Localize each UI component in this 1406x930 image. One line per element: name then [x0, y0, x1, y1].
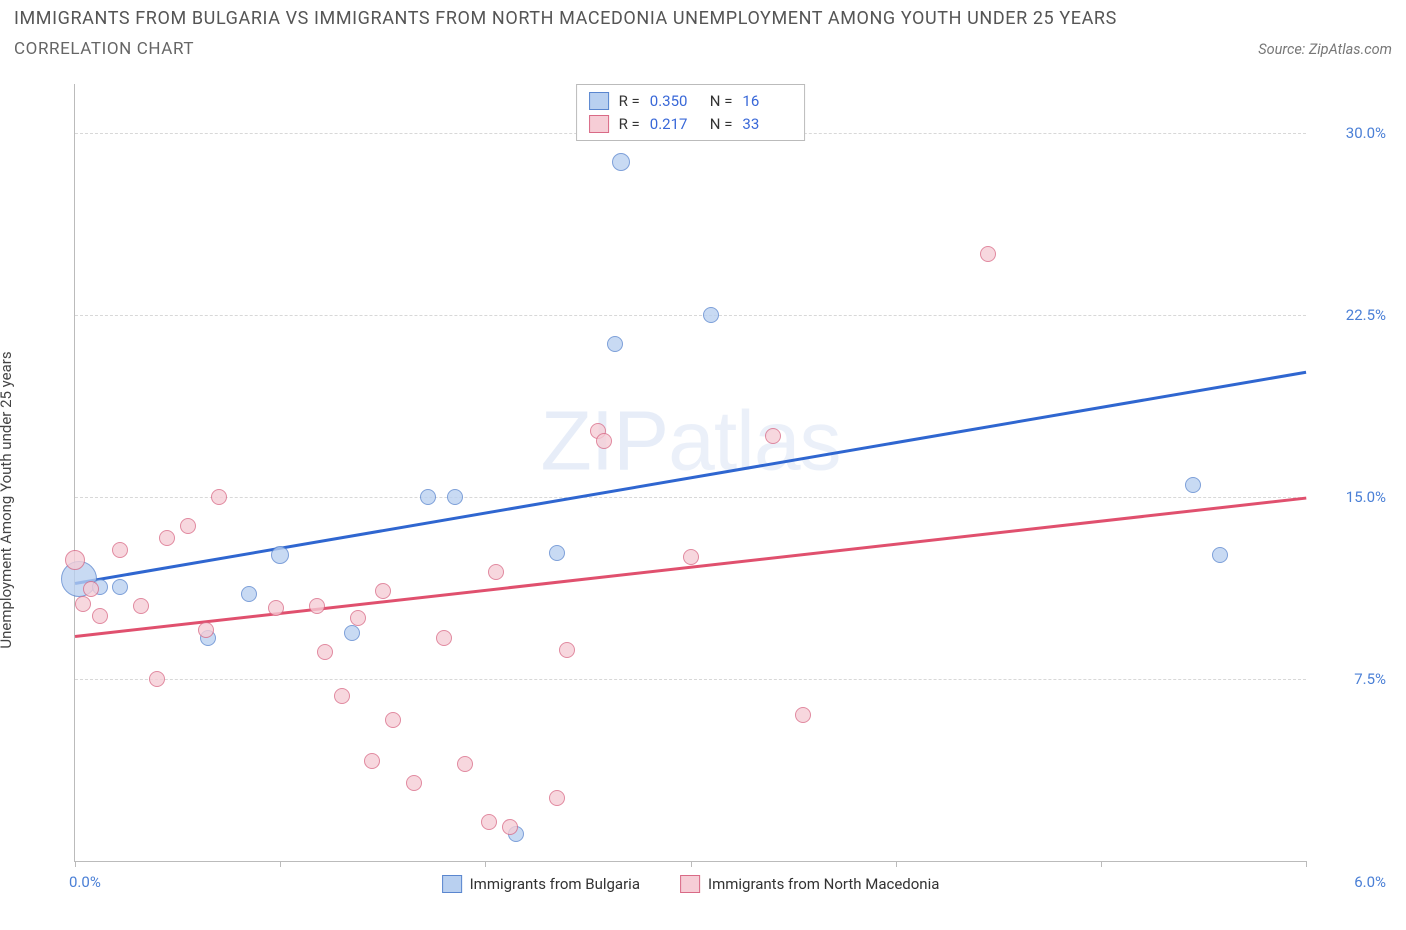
- data-point: [112, 579, 128, 595]
- data-point: [549, 790, 565, 806]
- r-label: R =: [619, 113, 640, 136]
- data-point: [406, 775, 422, 791]
- data-point: [309, 598, 325, 614]
- x-min-label: 0.0%: [69, 873, 101, 891]
- data-point: [133, 598, 149, 614]
- data-point: [980, 246, 996, 262]
- gridline: [75, 679, 1306, 680]
- y-tick-label: 15.0%: [1316, 488, 1386, 506]
- source-label: Source: ZipAtlas.com: [1258, 41, 1392, 58]
- stats-legend: R = 0.350 N = 16 R = 0.217 N = 33: [576, 84, 806, 141]
- legend-row-macedonia: R = 0.217 N = 33: [589, 113, 793, 136]
- swatch-bulgaria: [589, 92, 609, 110]
- data-point: [596, 433, 612, 449]
- legend-item-bulgaria: Immigrants from Bulgaria: [442, 875, 640, 893]
- n-value-bulgaria: 16: [742, 90, 792, 113]
- data-point: [683, 549, 699, 565]
- r-label: R =: [619, 90, 640, 113]
- data-point: [198, 622, 214, 638]
- data-point: [92, 608, 108, 624]
- data-point: [765, 428, 781, 444]
- chart-subtitle: CORRELATION CHART: [14, 39, 194, 59]
- data-point: [241, 586, 257, 602]
- x-tick: [1306, 861, 1307, 867]
- data-point: [180, 518, 196, 534]
- gridline: [75, 315, 1306, 316]
- data-point: [211, 489, 227, 505]
- data-point: [607, 336, 623, 352]
- data-point: [112, 542, 128, 558]
- x-tick: [896, 861, 897, 867]
- legend-label-macedonia: Immigrants from North Macedonia: [708, 875, 939, 893]
- data-point: [612, 153, 630, 171]
- r-value-bulgaria: 0.350: [650, 90, 700, 113]
- data-point: [83, 581, 99, 597]
- data-point: [159, 530, 175, 546]
- legend-row-bulgaria: R = 0.350 N = 16: [589, 90, 793, 113]
- data-point: [268, 600, 284, 616]
- legend-label-bulgaria: Immigrants from Bulgaria: [470, 875, 640, 893]
- data-point: [75, 596, 91, 612]
- data-point: [344, 625, 360, 641]
- x-tick: [1101, 861, 1102, 867]
- data-point: [1185, 477, 1201, 493]
- swatch-macedonia: [589, 115, 609, 133]
- n-label: N =: [710, 90, 733, 113]
- x-axis-legend: Immigrants from Bulgaria Immigrants from…: [442, 875, 940, 893]
- data-point: [364, 753, 380, 769]
- swatch-bulgaria-icon: [442, 875, 462, 893]
- x-tick: [75, 861, 76, 867]
- gridline: [75, 497, 1306, 498]
- y-tick-label: 30.0%: [1316, 124, 1386, 142]
- data-point: [65, 550, 85, 570]
- data-point: [350, 610, 366, 626]
- data-point: [703, 307, 719, 323]
- data-point: [385, 712, 401, 728]
- x-max-label: 6.0%: [1316, 873, 1386, 891]
- data-point: [1212, 547, 1228, 563]
- scatter-plot: ZIPatlas R = 0.350 N = 16 R = 0.217 N = …: [74, 84, 1306, 862]
- data-point: [481, 814, 497, 830]
- x-tick: [280, 861, 281, 867]
- data-point: [488, 564, 504, 580]
- trend-line: [75, 497, 1306, 638]
- r-value-macedonia: 0.217: [650, 113, 700, 136]
- chart-wrapper: Unemployment Among Youth under 25 years …: [14, 84, 1392, 916]
- data-point: [149, 671, 165, 687]
- data-point: [447, 489, 463, 505]
- data-point: [559, 642, 575, 658]
- data-point: [549, 545, 565, 561]
- data-point: [271, 546, 289, 564]
- data-point: [420, 489, 436, 505]
- data-point: [436, 630, 452, 646]
- data-point: [375, 583, 391, 599]
- data-point: [334, 688, 350, 704]
- watermark-b: atlas: [668, 394, 840, 488]
- y-tick-label: 22.5%: [1316, 306, 1386, 324]
- data-point: [502, 819, 518, 835]
- chart-title: IMMIGRANTS FROM BULGARIA VS IMMIGRANTS F…: [14, 6, 1392, 31]
- swatch-macedonia-icon: [680, 875, 700, 893]
- legend-item-macedonia: Immigrants from North Macedonia: [680, 875, 939, 893]
- x-tick: [691, 861, 692, 867]
- y-axis-label: Unemployment Among Youth under 25 years: [0, 351, 15, 648]
- data-point: [317, 644, 333, 660]
- n-value-macedonia: 33: [742, 113, 792, 136]
- x-tick: [485, 861, 486, 867]
- data-point: [795, 707, 811, 723]
- data-point: [457, 756, 473, 772]
- y-tick-label: 7.5%: [1316, 670, 1386, 688]
- n-label: N =: [710, 113, 733, 136]
